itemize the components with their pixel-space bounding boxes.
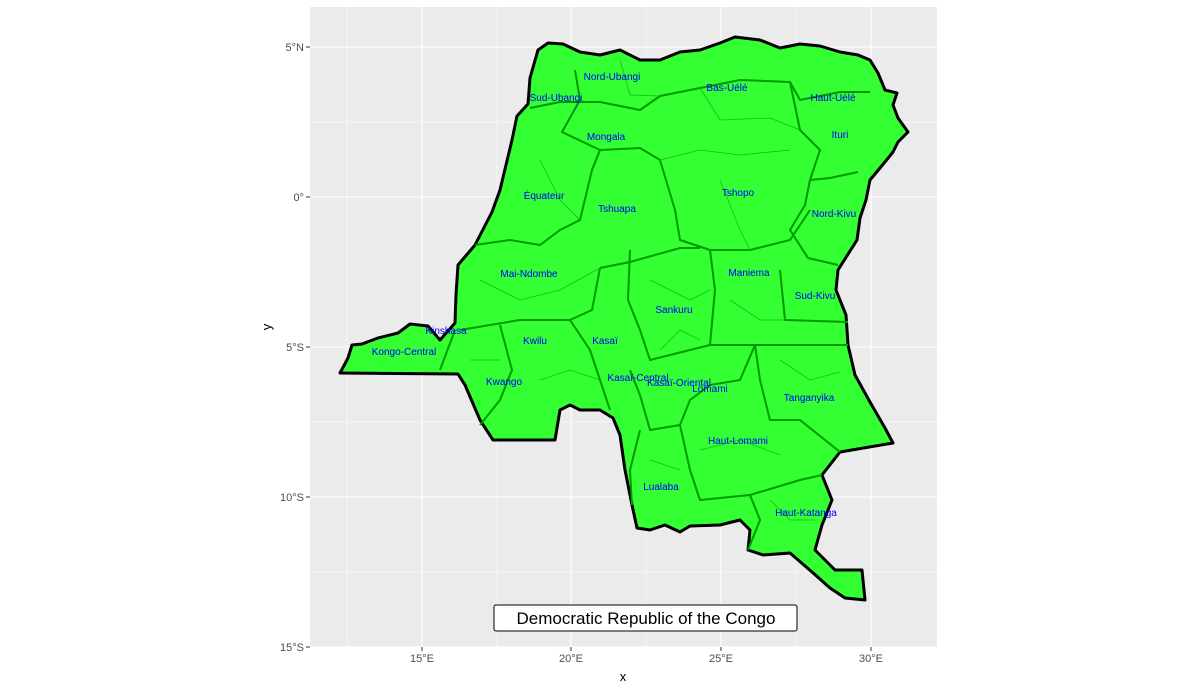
province-label-kasai: Kasaï: [592, 336, 618, 347]
province-label-equateur: Équateur: [524, 189, 565, 202]
province-label-ituri: Ituri: [832, 130, 849, 141]
province-label-kinshasa: Kinshasa: [425, 326, 467, 337]
province-label-tshuapa: Tshuapa: [598, 204, 636, 215]
province-label-maniema: Maniema: [728, 268, 770, 279]
province-label-kwilu: Kwilu: [523, 336, 547, 347]
province-label-sud-ubangi: Sud-Ubangi: [530, 93, 583, 104]
map-title: Democratic Republic of the Congo: [517, 609, 776, 628]
district-boundaries: [470, 59, 841, 521]
province-label-tshopo: Tshopo: [722, 188, 755, 199]
province-label-lualaba: Lualaba: [643, 482, 679, 493]
x-tick-label: 15°E: [410, 653, 434, 665]
map-title-box: Democratic Republic of the Congo: [493, 604, 798, 632]
province-label-nord-ubangi: Nord-Ubangi: [584, 72, 641, 83]
province-label-mai-ndombe: Mai-Ndombe: [500, 269, 558, 280]
province-label-bas-uele: Bas-Uélé: [706, 83, 748, 94]
province-label-sud-kivu: Sud-Kivu: [795, 291, 836, 302]
axis-tick-labels: 15°E 20°E 25°E 30°E 5°N 0° 5°S 10°S 15°S: [280, 42, 883, 665]
axis-tick-marks: [306, 46, 872, 651]
province-label-haut-lomami: Haut-Lomami: [708, 436, 768, 447]
y-tick-label: 15°S: [280, 642, 304, 654]
drc-country-shape: [338, 35, 910, 602]
province-label-kongo-central: Kongo-Central: [372, 347, 436, 358]
y-tick-label: 0°: [293, 192, 304, 204]
y-tick-label: 5°N: [286, 42, 305, 54]
province-label-haut-katanga: Haut-Katanga: [775, 508, 837, 519]
y-tick-label: 5°S: [286, 342, 304, 354]
map-title-frame: [493, 604, 798, 632]
x-tick-label: 25°E: [709, 653, 733, 665]
x-axis-title: x: [620, 669, 627, 684]
province-label-kasai-central: Kasaï-Central: [607, 373, 668, 384]
province-label-kwango: Kwango: [486, 377, 523, 388]
province-label-haut-uele: Haut-Uélé: [810, 93, 855, 104]
province-label-nord-kivu: Nord-Kivu: [812, 209, 856, 220]
province-label-kasai-oriental: Kasaï-Oriental: [647, 378, 711, 389]
x-tick-label: 20°E: [559, 653, 583, 665]
x-tick-label: 30°E: [859, 653, 883, 665]
province-label-lomami: Lomami: [692, 384, 728, 395]
province-label-tanganyika: Tanganyika: [784, 393, 835, 404]
y-tick-label: 10°S: [280, 492, 304, 504]
province-boundaries: [439, 69, 870, 551]
y-axis-title: y: [259, 323, 274, 330]
province-label-sankuru: Sankuru: [655, 305, 692, 316]
province-label-mongala: Mongala: [587, 132, 626, 143]
